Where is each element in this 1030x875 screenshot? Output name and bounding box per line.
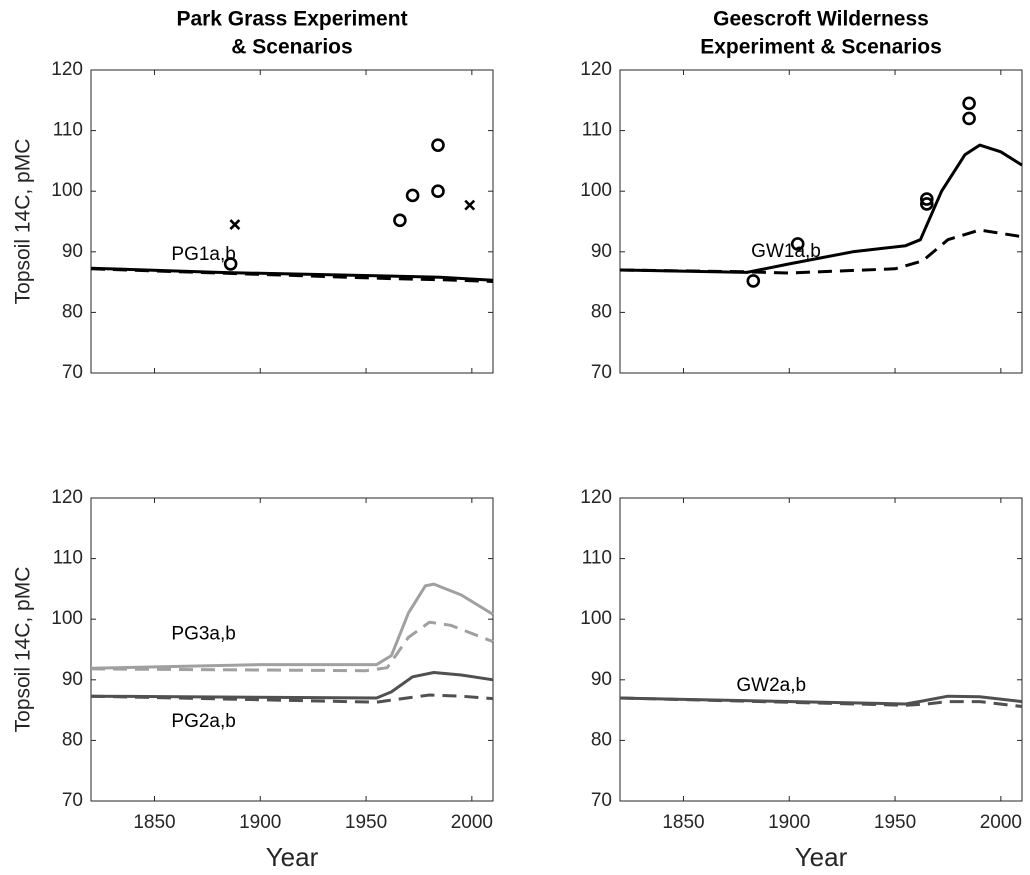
y-tick-label: 80 <box>62 301 83 322</box>
y-tick-label: 120 <box>580 487 612 508</box>
annotation: PG2a,b <box>171 711 235 732</box>
y-tick-label: 70 <box>62 362 83 383</box>
y-tick-label: 90 <box>591 241 612 262</box>
y-axis-label: Topsoil 14C, pMC <box>12 567 35 733</box>
y-tick-label: 120 <box>51 487 83 508</box>
y-tick-label: 90 <box>591 669 612 690</box>
data-line <box>90 267 494 283</box>
data-line <box>619 228 1023 275</box>
axes-box <box>619 69 1023 374</box>
x-tick-label: 1950 <box>874 812 916 833</box>
data-point <box>790 237 805 251</box>
chart-title: Experiment & Scenarios <box>700 36 942 59</box>
y-tick-label: 110 <box>53 120 83 141</box>
data-line <box>619 694 1023 706</box>
data-point <box>431 184 445 198</box>
data-line <box>90 620 494 673</box>
data-point <box>919 197 934 211</box>
x-axis-label: Year <box>266 842 319 872</box>
x-tick-label: 1900 <box>768 812 810 833</box>
axes-box <box>90 497 494 802</box>
y-tick-label: 110 <box>582 120 612 141</box>
chart-title: Geescroft Wilderness <box>713 8 929 31</box>
x-axis-label: Year <box>795 842 848 872</box>
data-point <box>431 138 445 152</box>
data-point <box>405 188 420 203</box>
data-point <box>229 219 241 230</box>
y-tick-label: 70 <box>62 790 83 811</box>
y-tick-label: 100 <box>51 608 83 629</box>
x-tick-label: 1850 <box>133 812 175 833</box>
chart-title: & Scenarios <box>231 36 352 59</box>
y-tick-label: 70 <box>591 362 612 383</box>
y-tick-label: 100 <box>580 180 612 201</box>
x-tick-label: 2000 <box>980 812 1022 833</box>
x-tick-label: 2000 <box>451 812 493 833</box>
y-tick-label: 120 <box>51 59 83 80</box>
y-tick-label: 70 <box>591 790 612 811</box>
data-line <box>90 671 494 700</box>
axes-box <box>90 69 494 374</box>
data-line <box>90 582 494 670</box>
data-point <box>464 199 476 211</box>
subplot: 70 80 90 100 110 120 1850 1900 1950 2000 Topsoil 1… <box>12 487 494 872</box>
y-tick-label: 110 <box>53 548 83 569</box>
y-tick-label: 100 <box>51 180 83 201</box>
data-point <box>746 274 761 288</box>
data-point <box>962 111 976 126</box>
data-point <box>223 257 238 271</box>
annotation: PG1a,b <box>171 244 235 265</box>
data-line <box>90 693 494 704</box>
y-tick-label: 80 <box>591 301 612 322</box>
axes-box <box>619 497 1023 802</box>
data-point <box>919 192 934 206</box>
annotation: GW2a,b <box>736 675 806 696</box>
y-tick-label: 80 <box>62 729 83 750</box>
y-tick-label: 90 <box>62 669 83 690</box>
x-tick-label: 1850 <box>662 812 704 833</box>
data-line <box>619 143 1023 274</box>
y-tick-label: 120 <box>580 59 612 80</box>
subplot: 70 80 90 100 110 120 Geescroft Wilderness Exper… <box>580 8 1023 383</box>
y-tick-label: 90 <box>62 241 83 262</box>
data-point <box>393 213 407 228</box>
data-line <box>90 266 494 282</box>
subplot: 70 80 90 100 110 120 Park Grass Experiment & Sc… <box>12 8 494 383</box>
annotation: PG3a,b <box>171 623 235 644</box>
annotation: GW1a,b <box>751 241 821 262</box>
data-point <box>962 96 976 111</box>
y-axis-label: Topsoil 14C, pMC <box>12 139 35 305</box>
subplot: 70 80 90 100 110 120 1850 1900 1950 2000 Year GW2a,… <box>580 487 1023 872</box>
data-line <box>619 696 1023 708</box>
x-tick-label: 1950 <box>345 812 387 833</box>
y-tick-label: 110 <box>582 548 612 569</box>
y-tick-label: 100 <box>580 608 612 629</box>
chart-title: Park Grass Experiment <box>176 8 407 31</box>
x-tick-label: 1900 <box>239 812 281 833</box>
y-tick-label: 80 <box>591 729 612 750</box>
